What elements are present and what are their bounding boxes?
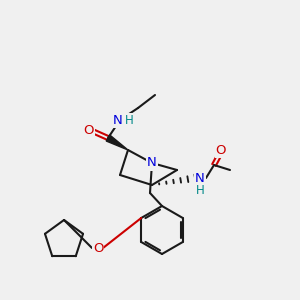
Text: H: H [124, 113, 134, 127]
Text: O: O [84, 124, 94, 136]
Text: N: N [147, 157, 157, 169]
Text: N: N [113, 113, 123, 127]
Text: H: H [196, 184, 204, 196]
Text: O: O [216, 143, 226, 157]
Polygon shape [106, 135, 128, 150]
Text: O: O [93, 242, 103, 254]
Text: N: N [195, 172, 205, 184]
